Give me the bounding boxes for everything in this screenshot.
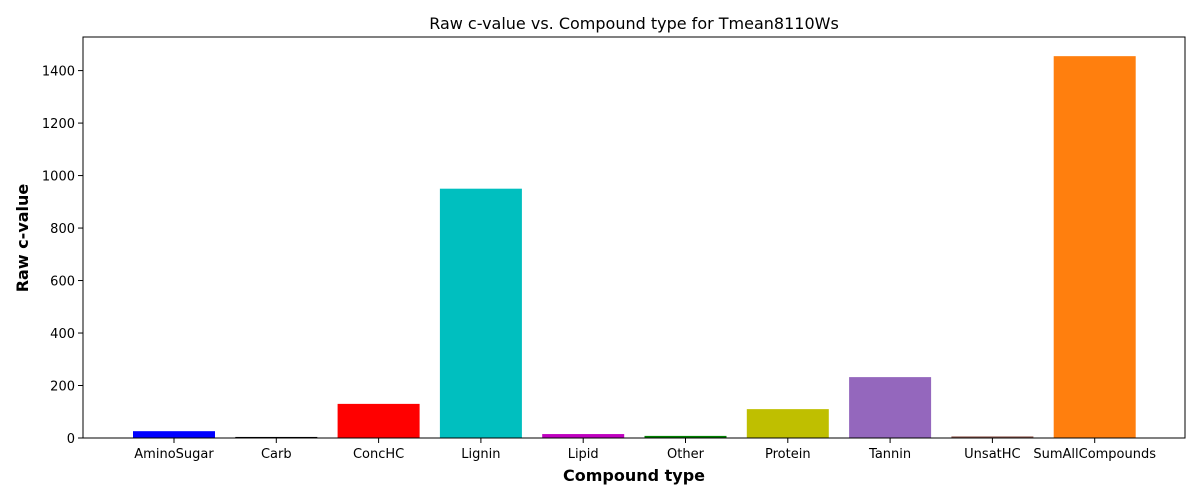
bar-protein bbox=[746, 409, 829, 438]
x-axis-title: Compound type bbox=[563, 466, 705, 485]
bar-lignin bbox=[439, 188, 522, 438]
axes-frame bbox=[82, 36, 1186, 439]
x-tick-label: Lipid bbox=[568, 447, 599, 462]
bar-tannin bbox=[849, 377, 932, 438]
x-tick-label: Protein bbox=[765, 447, 811, 462]
bar-lipid bbox=[542, 434, 625, 438]
y-tick-label: 200 bbox=[50, 380, 75, 395]
bar-other bbox=[644, 435, 727, 438]
x-tick-label: SumAllCompounds bbox=[1033, 447, 1156, 462]
bar-aminosugar bbox=[133, 431, 215, 438]
y-tick-label: 600 bbox=[50, 275, 75, 290]
bar-carb bbox=[235, 436, 318, 438]
x-tick-label: AminoSugar bbox=[134, 447, 214, 462]
x-tick-label: Other bbox=[667, 447, 705, 462]
plot-area: 0 200 400 600 800 1000 1200 1400 AminoSugar Carb C… bbox=[42, 36, 1186, 462]
x-tick-label: UnsatHC bbox=[964, 447, 1020, 462]
y-tick-label: 800 bbox=[50, 222, 75, 237]
y-tick-label: 1000 bbox=[42, 170, 75, 185]
x-tick-label: ConcHC bbox=[353, 447, 404, 462]
x-tick-label: Tannin bbox=[868, 447, 911, 462]
x-tick-label: Carb bbox=[261, 447, 292, 462]
bar-sumallcompounds bbox=[1053, 56, 1136, 438]
y-tick-label: 400 bbox=[50, 327, 75, 342]
y-tick-label: 0 bbox=[67, 432, 75, 447]
x-tick-label: Lignin bbox=[461, 447, 500, 462]
y-tick-label: 1400 bbox=[42, 65, 75, 80]
bar-unsathc bbox=[951, 436, 1034, 438]
y-axis-title: Raw c-value bbox=[13, 184, 32, 293]
chart-title: Raw c-value vs. Compound type for Tmean8… bbox=[429, 14, 839, 33]
bar-conchc bbox=[337, 403, 420, 438]
y-tick-label: 1200 bbox=[42, 117, 75, 132]
